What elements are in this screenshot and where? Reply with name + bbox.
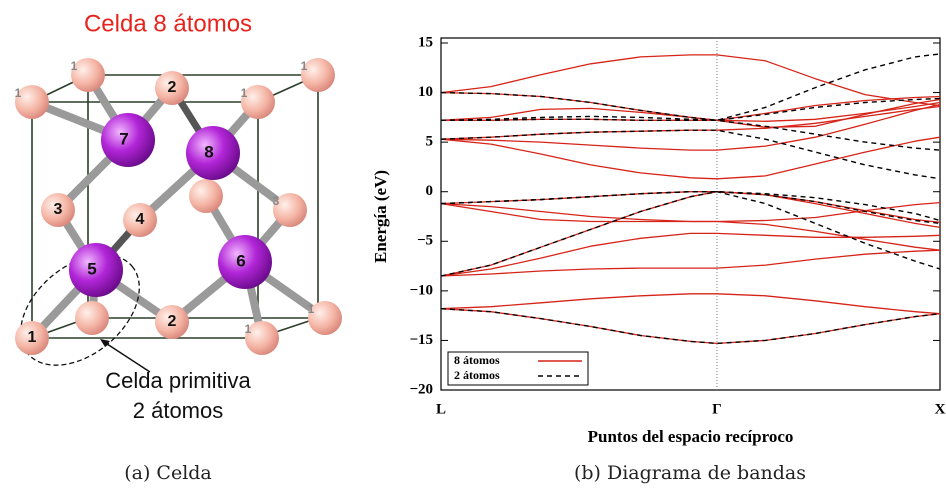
atom-label: 3: [273, 194, 280, 208]
y-tick-label: 10: [418, 84, 433, 100]
band-line: [441, 105, 940, 151]
figure: 1 2 1 1 1 3 4 3 2 1 1 1 7 8 5 6 Celda 8 átomos Celda pr…: [0, 0, 946, 492]
atom-label: 4: [136, 211, 145, 228]
primitive-label: 2 átomos: [133, 398, 224, 423]
atom-label: 2: [168, 79, 177, 96]
band-line: [441, 55, 940, 106]
y-tick-label: −5: [417, 233, 433, 249]
y-tick-label: 15: [418, 34, 433, 50]
atom: [75, 301, 109, 335]
x-tick-label: X: [935, 401, 946, 417]
y-tick-label: −20: [409, 381, 433, 397]
atom-label: 8: [204, 142, 213, 161]
x-axis-label: Puntos del espacio recíproco: [588, 427, 794, 446]
atom-label: 5: [87, 259, 96, 278]
atom: [189, 179, 223, 213]
y-tick-label: 5: [426, 134, 434, 150]
caption: (b) Diagrama de bandas: [574, 462, 806, 484]
band-line: [441, 137, 940, 179]
y-tick-label: 0: [426, 183, 434, 199]
band-line: [441, 54, 940, 120]
band-chart: −20 −15 −10 −5 0 5 10 15 L Γ X Puntos del espacio r…: [371, 34, 946, 445]
y-tick-label: −15: [409, 332, 433, 348]
x-tick-label: Γ: [712, 401, 722, 417]
band-line: [441, 130, 940, 179]
caption: (a) Celda: [124, 462, 212, 484]
atom-label: 1: [15, 86, 22, 100]
atom-label: 1: [301, 59, 308, 73]
band-line: [441, 309, 940, 344]
band-line: [441, 294, 940, 314]
band-line: [441, 309, 940, 344]
atom-label: 1: [71, 59, 78, 73]
y-axis-label: Energía (eV): [371, 170, 390, 263]
atom-label: 6: [236, 251, 245, 270]
atom-label: 2: [168, 313, 177, 330]
primitive-label: Celda primitiva: [105, 368, 251, 393]
legend-label: 2 átomos: [454, 368, 500, 382]
atom-label: 3: [54, 201, 63, 218]
atom-label: 1: [308, 302, 315, 316]
y-tick-label: −10: [409, 282, 433, 298]
atom-label: 7: [119, 129, 128, 148]
band-line: [441, 107, 940, 140]
atom-label: 1: [245, 322, 252, 336]
cell-diagram: 1 2 1 1 1 3 4 3 2 1 1 1 7 8 5 6 Celda 8 átomos Celda pr…: [0, 10, 342, 422]
atom-label: 1: [241, 86, 248, 100]
legend-label: 8 átomos: [454, 353, 500, 367]
x-tick-label: L: [436, 401, 446, 417]
cell-title: Celda 8 átomos: [84, 10, 252, 37]
atom-label: 1: [28, 329, 37, 346]
